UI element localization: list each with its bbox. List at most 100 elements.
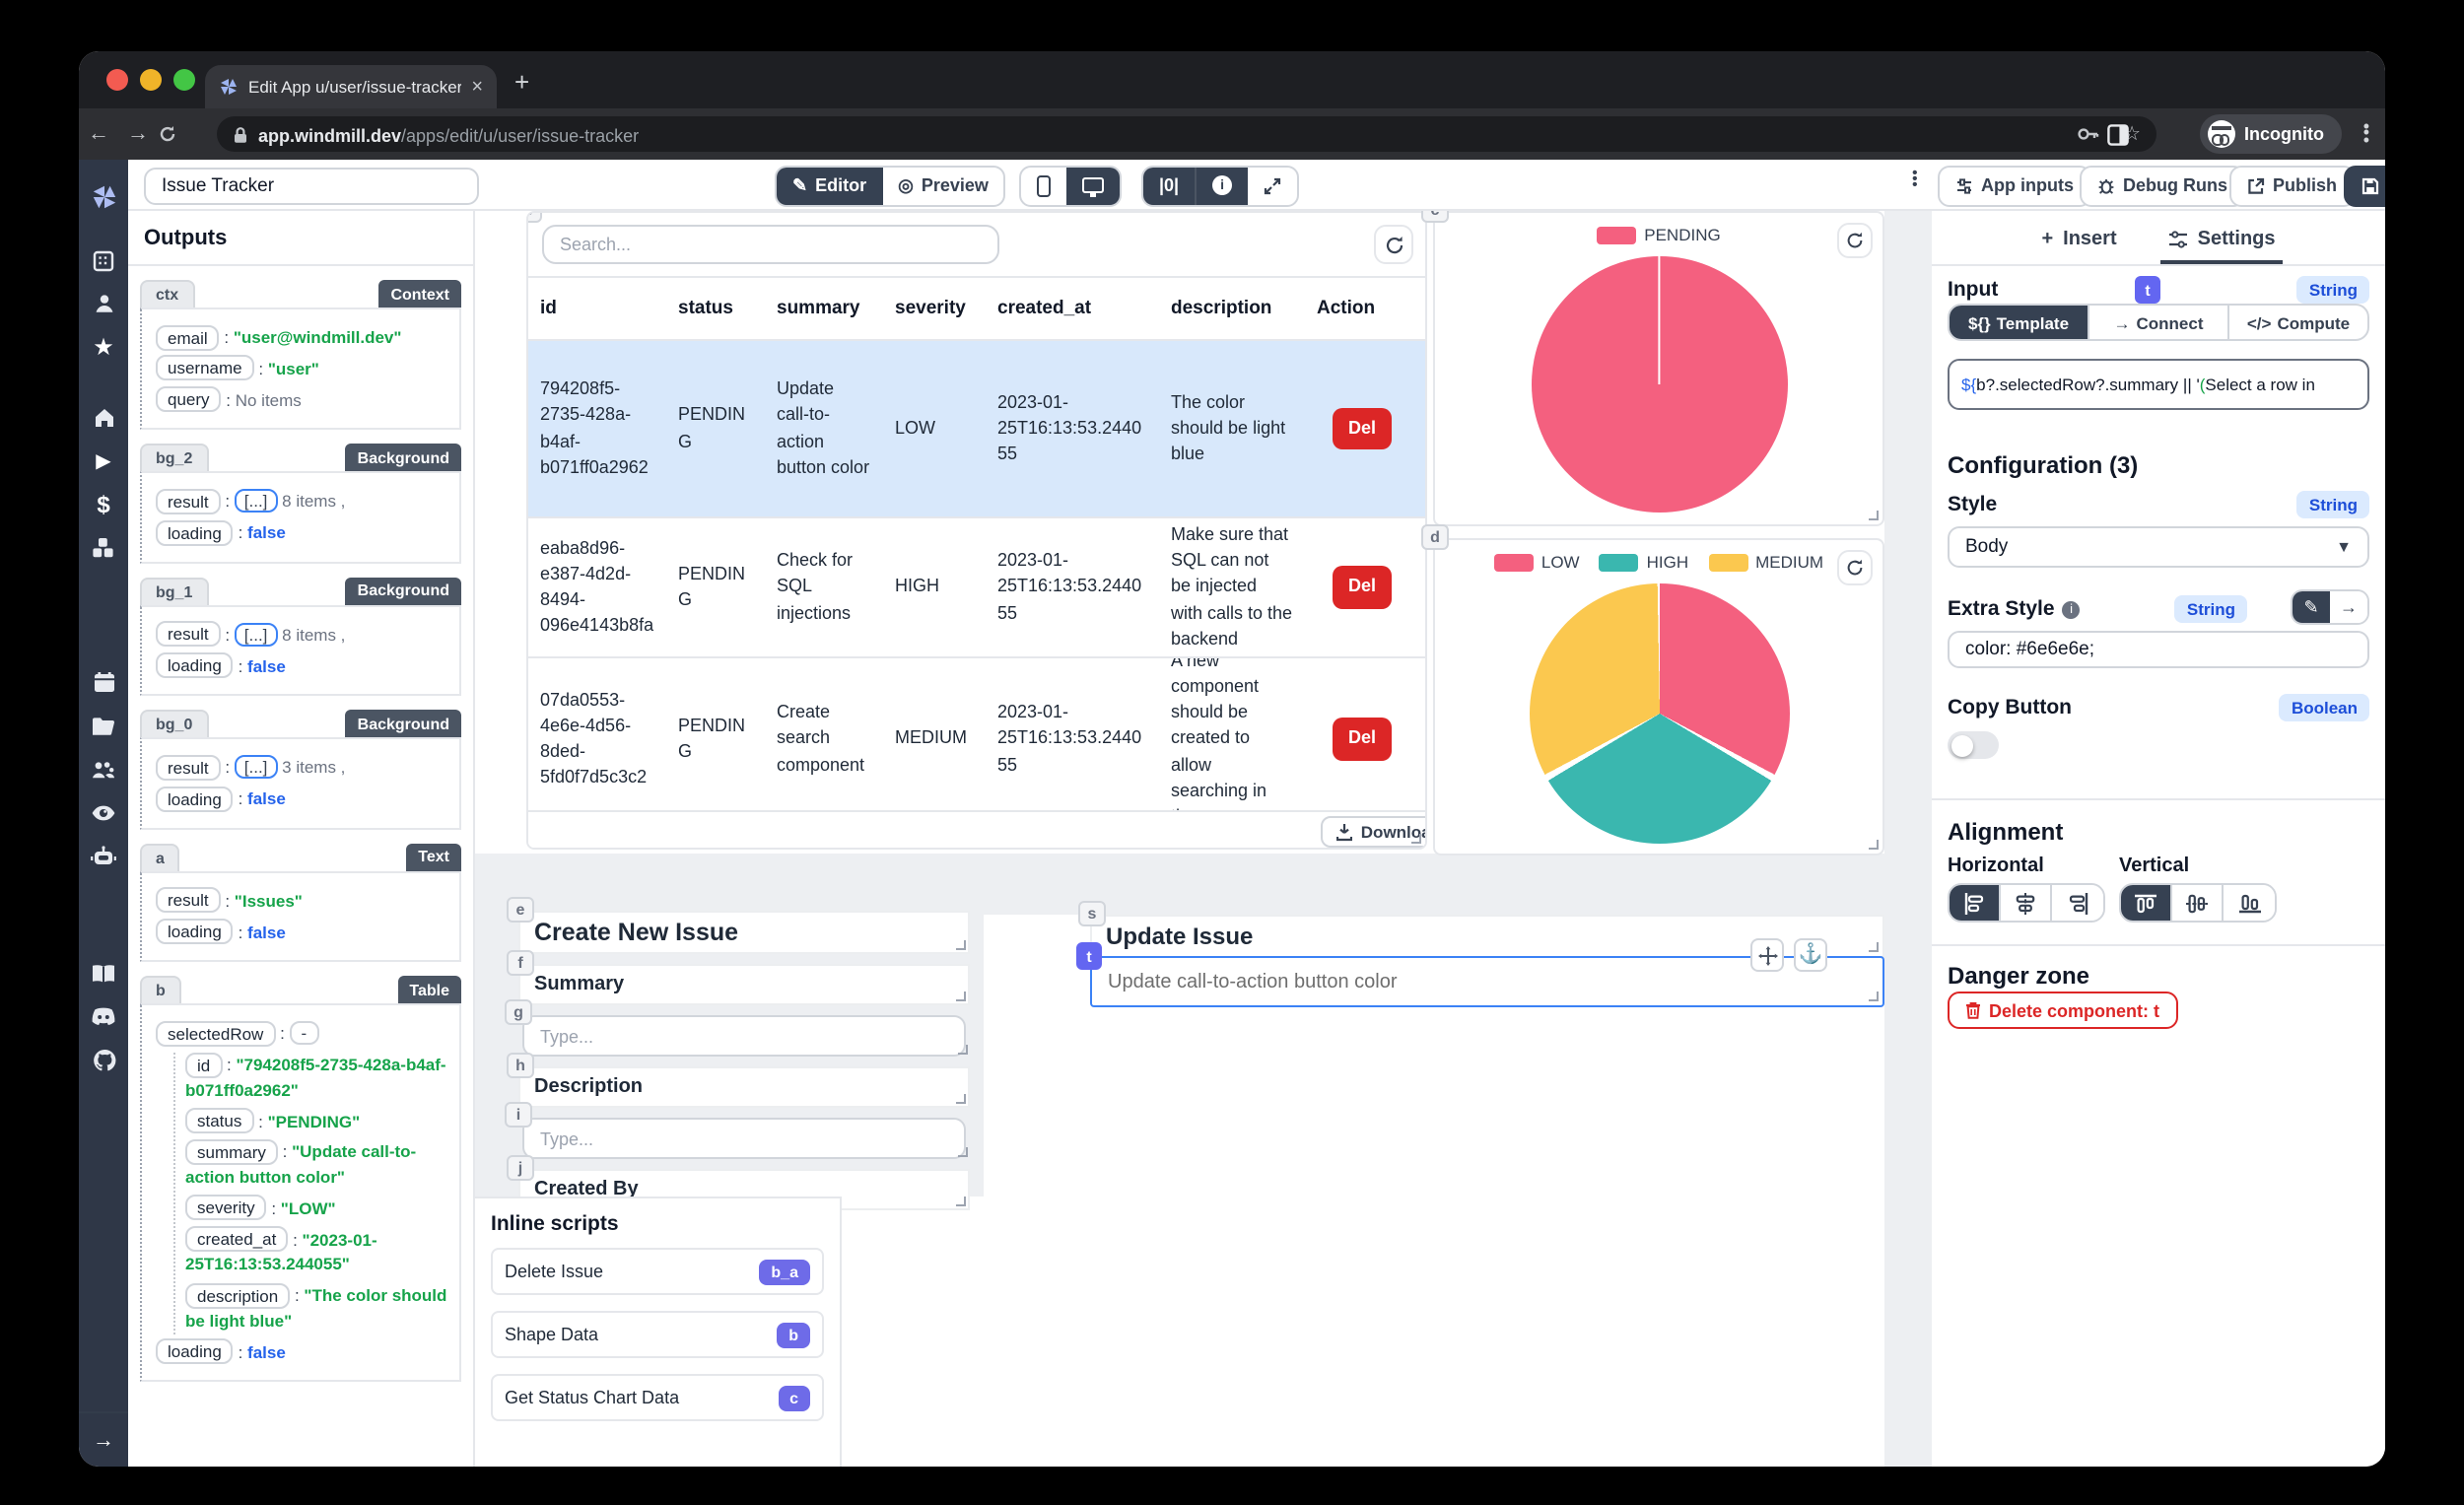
table-search-input[interactable]: Search... (542, 225, 999, 264)
delete-row-button[interactable]: Del (1333, 566, 1393, 609)
expand-array-pill[interactable]: [...] (234, 489, 278, 513)
sidebar-item-runs[interactable]: ▶ (96, 450, 111, 472)
align-right-button[interactable] (2052, 885, 2103, 921)
output-key-pill[interactable]: summary (185, 1138, 278, 1165)
legend-item[interactable]: LOW (1493, 552, 1580, 572)
sidebar-item-groups[interactable] (79, 747, 128, 790)
download-button[interactable]: Download (1321, 816, 1425, 848)
description-label-component[interactable]: h Description (507, 1053, 970, 1108)
component-badge-e[interactable]: e (507, 897, 534, 923)
component-badge-f[interactable]: f (507, 950, 534, 976)
align-center-h-button[interactable] (2001, 885, 2052, 921)
collapse-sidebar-arrow-icon[interactable]: → (79, 1411, 128, 1467)
output-key-pill[interactable]: username (156, 355, 254, 381)
output-id-tab[interactable]: a (140, 843, 180, 871)
output-id-tab[interactable]: b (140, 976, 181, 1004)
align-center-v-button[interactable] (2172, 885, 2224, 921)
side-panel-icon[interactable] (2107, 124, 2129, 146)
new-tab-button[interactable]: + (514, 67, 530, 97)
output-key-pill[interactable]: loading (156, 786, 234, 811)
output-key-pill[interactable]: selectedRow (156, 1020, 276, 1047)
table-component[interactable]: b Search... id status summary severity creat… (526, 211, 1427, 850)
output-id-tab[interactable]: bg_2 (140, 444, 209, 472)
close-window-button[interactable] (106, 69, 128, 91)
component-badge-i[interactable]: i (505, 1102, 532, 1128)
connect-tab[interactable]: → Connect (2089, 306, 2229, 339)
table-column-header[interactable]: severity (895, 298, 966, 319)
component-badge-g[interactable]: g (505, 999, 532, 1025)
copy-button-toggle[interactable] (1948, 731, 1999, 759)
output-id-tab[interactable]: ctx (140, 280, 195, 308)
table-column-header[interactable]: summary (777, 298, 860, 319)
output-key-pill[interactable]: loading (156, 652, 234, 678)
align-bottom-button[interactable] (2224, 885, 2275, 921)
collapse-pill[interactable]: - (289, 1021, 319, 1046)
output-key-pill[interactable]: result (156, 488, 221, 514)
align-left-button[interactable] (1950, 885, 2001, 921)
browser-tab[interactable]: Edit App u/user/issue-tracker | × (205, 65, 497, 108)
output-id-tab[interactable]: bg_1 (140, 577, 209, 605)
password-key-icon[interactable] (2078, 126, 2099, 142)
output-key-pill[interactable]: loading (156, 919, 234, 944)
info-button[interactable]: i (1195, 167, 1249, 204)
chart-refresh-button[interactable] (1837, 223, 1873, 258)
status-pie-chart[interactable]: c PENDING (1421, 211, 1884, 526)
browser-menu-icon[interactable]: • • • (2362, 116, 2369, 150)
fullscreen-button[interactable] (1248, 167, 1297, 204)
reload-icon[interactable] (158, 124, 197, 144)
url-input[interactable]: app.windmill.dev/apps/edit/u/user/issue-… (217, 116, 2156, 152)
hide-outputs-button[interactable]: |0| (1143, 167, 1196, 204)
selected-component-badge-t[interactable]: t (1076, 942, 1102, 970)
compute-tab[interactable]: </> Compute (2246, 312, 2351, 332)
sidebar-item-folders[interactable] (79, 704, 128, 747)
template-code-input[interactable]: ${b?.selectedRow?.summary || '(Select a … (1948, 359, 2369, 410)
publish-button[interactable]: Publish (2229, 165, 2356, 206)
more-options-icon[interactable]: • • • (1912, 164, 1918, 194)
table-column-header[interactable]: created_at (997, 298, 1092, 319)
update-issue-text-component[interactable]: t Update call-to-action button color ⚓ (1076, 938, 1884, 1007)
expand-array-pill[interactable]: [...] (234, 755, 278, 780)
description-input-component[interactable]: i Type... (505, 1102, 970, 1159)
sidebar-item-favorites[interactable]: ★ (93, 333, 114, 361)
editor-tab[interactable]: ✎ Editor (777, 167, 883, 204)
align-top-button[interactable] (2121, 885, 2172, 921)
app-inputs-button[interactable]: App inputs (1938, 165, 2091, 206)
move-handle-button[interactable] (1750, 938, 1784, 972)
table-column-header[interactable]: Action (1317, 298, 1376, 319)
component-badge-d[interactable]: d (1421, 524, 1449, 550)
extra-style-input[interactable]: color: #6e6e6e; (1948, 631, 2369, 668)
output-key-pill[interactable]: query (156, 386, 222, 412)
output-key-pill[interactable]: result (156, 887, 221, 914)
delete-row-button[interactable]: Del (1333, 407, 1393, 450)
chart-refresh-button[interactable] (1837, 550, 1873, 585)
inline-script-item[interactable]: Shape Data b (491, 1311, 824, 1358)
dynamic-arrow-button[interactable]: → (2330, 591, 2367, 623)
back-icon[interactable]: ← (88, 122, 109, 146)
inline-script-item[interactable]: Delete Issue b_a (491, 1248, 824, 1295)
style-select[interactable]: Body ▼ (1948, 526, 2369, 568)
component-badge-b[interactable]: b (528, 213, 542, 223)
summary-input[interactable]: Type... (522, 1015, 966, 1057)
preview-tab[interactable]: ◎ Preview (898, 174, 989, 195)
close-tab-icon[interactable]: × (471, 76, 483, 98)
description-input[interactable]: Type... (522, 1118, 966, 1159)
update-issue-title-component[interactable]: s Update Issue (1078, 901, 1884, 958)
summary-input-component[interactable]: g Type... (505, 999, 970, 1057)
sidebar-item-ai[interactable] (79, 834, 128, 877)
output-key-pill[interactable]: severity (185, 1195, 267, 1221)
tab-insert[interactable]: + Insert (2041, 228, 2117, 249)
output-key-pill[interactable]: id (185, 1052, 223, 1077)
output-key-pill[interactable]: result (156, 621, 221, 648)
summary-label-component[interactable]: f Summary (507, 950, 970, 1005)
output-id-tab[interactable]: bg_0 (140, 710, 209, 738)
app-name-input[interactable]: Issue Tracker (144, 167, 479, 204)
table-row[interactable]: 794208f5-2735-428a-b4af-b071ff0a2962 PEND… (528, 341, 1425, 518)
mobile-view-button[interactable] (1021, 167, 1066, 204)
severity-pie-chart[interactable]: d LOW HIGH MEDIUM (1421, 524, 1884, 855)
delete-component-button[interactable]: Delete component: t (1948, 992, 2178, 1029)
table-refresh-button[interactable] (1374, 225, 1413, 264)
maximize-window-button[interactable] (173, 69, 195, 91)
component-badge-h[interactable]: h (507, 1053, 534, 1078)
component-badge-s[interactable]: s (1078, 901, 1106, 926)
anchor-button[interactable]: ⚓ (1794, 938, 1827, 972)
